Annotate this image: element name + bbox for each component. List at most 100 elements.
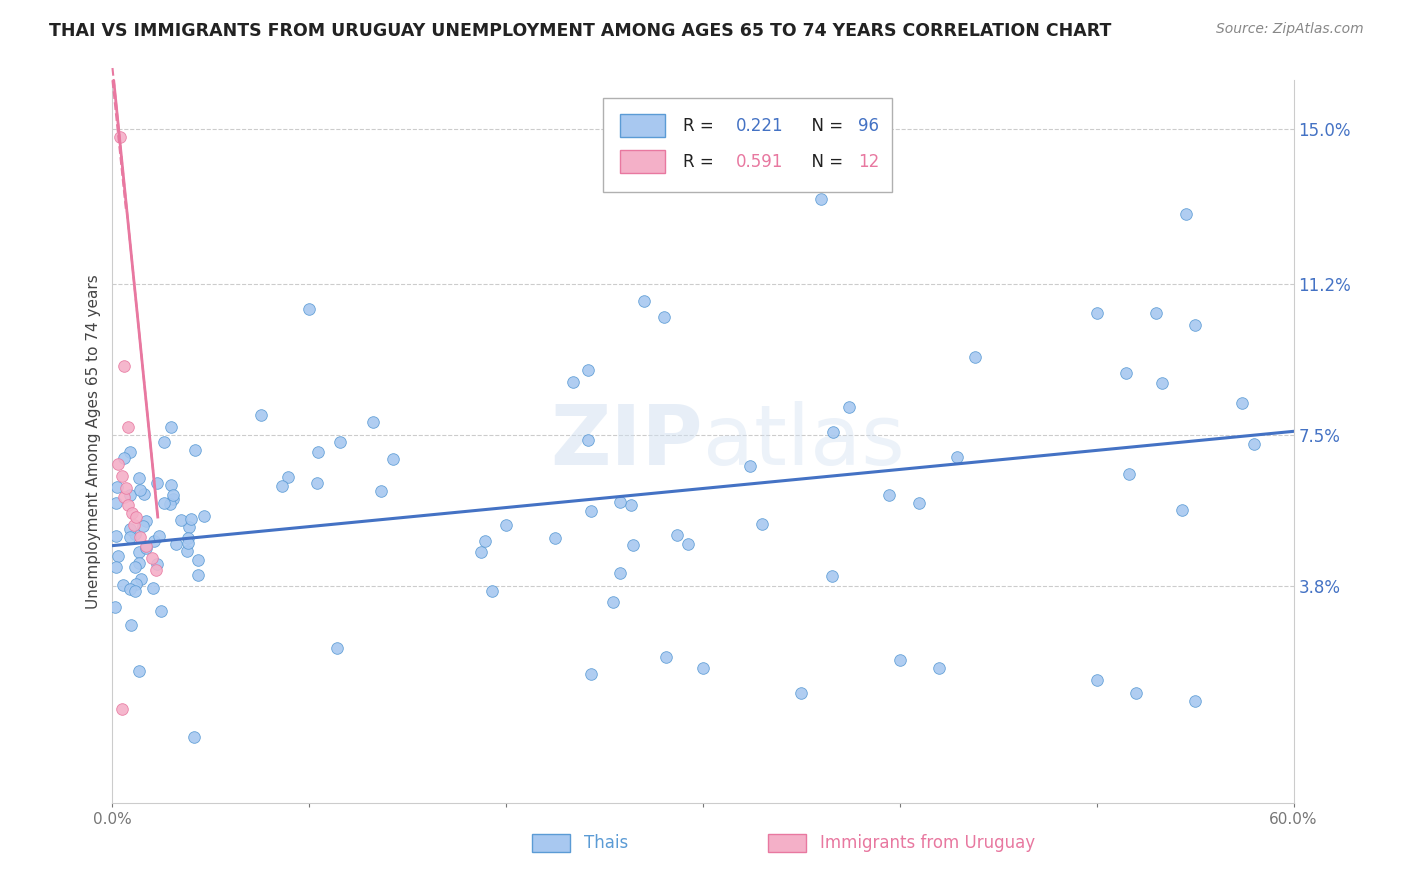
Point [129,572,152,586]
Point [135,515,157,529]
Point [620,498,643,512]
Point [602,595,624,609]
Point [1125,685,1147,699]
Point [132,518,155,533]
Text: R =: R = [683,153,718,171]
FancyBboxPatch shape [603,98,891,193]
Point [118,522,141,536]
Point [1085,306,1108,320]
Point [576,362,599,376]
Point [124,583,146,598]
Point [187,553,209,567]
Point [107,549,129,564]
Point [124,560,146,574]
Y-axis label: Unemployment Among Ages 65 to 74 years: Unemployment Among Ages 65 to 74 years [86,274,101,609]
Point [751,517,773,532]
Point [177,536,200,550]
Point [183,442,205,457]
Point [105,528,128,542]
Point [908,496,931,510]
Point [666,528,689,542]
Point [676,537,699,551]
Point [105,495,128,509]
Text: Thais: Thais [583,833,628,852]
Point [111,702,134,716]
Point [143,533,166,548]
Point [652,310,675,324]
Point [129,531,152,545]
Point [889,653,911,667]
Point [159,419,181,434]
Point [579,666,602,681]
Point [125,510,148,524]
Text: atlas: atlas [703,401,904,482]
Point [621,539,644,553]
Point [945,450,967,464]
Text: R =: R = [683,117,718,135]
Point [128,471,150,485]
Point [838,400,860,414]
Point [117,420,139,434]
Text: 0.591: 0.591 [737,153,783,171]
Point [561,375,583,389]
Point [132,487,155,501]
Point [112,490,135,504]
Point [193,509,215,524]
Point [810,192,832,206]
Point [609,495,631,509]
Point [125,576,148,591]
Bar [768,833,806,852]
Point [118,488,141,502]
Point [118,582,141,596]
Point [112,359,135,373]
Point [152,496,174,510]
Point [146,557,169,571]
Point [142,581,165,595]
Point [112,578,135,592]
Point [128,556,150,570]
Bar [620,151,665,173]
Point [692,661,714,675]
Point [153,434,176,449]
Point [963,350,986,364]
Text: N =: N = [801,117,848,135]
Point [820,568,842,582]
Point [115,482,138,496]
Point [298,301,321,316]
Point [1144,306,1167,320]
Point [128,545,150,559]
Point [543,531,565,545]
Point [128,664,150,678]
Text: 12: 12 [858,153,879,171]
Point [170,513,193,527]
Point [124,526,146,541]
Point [120,618,142,632]
Point [111,469,134,483]
Point [176,543,198,558]
Point [609,566,631,580]
Point [162,492,184,507]
Point [250,409,273,423]
Point [105,560,128,574]
Point [118,530,141,544]
Point [481,583,503,598]
Point [740,458,762,473]
Point [135,541,157,556]
Point [790,685,813,699]
Point [135,539,157,553]
Point [470,545,492,559]
Point [177,520,200,534]
Point [159,497,181,511]
Text: 96: 96 [858,117,879,135]
Point [305,475,328,490]
Point [633,293,655,308]
Bar [620,114,665,137]
Point [165,537,187,551]
Point [177,531,200,545]
Point [183,730,205,744]
Point [277,470,299,484]
Point [928,661,950,675]
Point [1118,467,1140,481]
Point [495,518,517,533]
Point [361,415,384,429]
